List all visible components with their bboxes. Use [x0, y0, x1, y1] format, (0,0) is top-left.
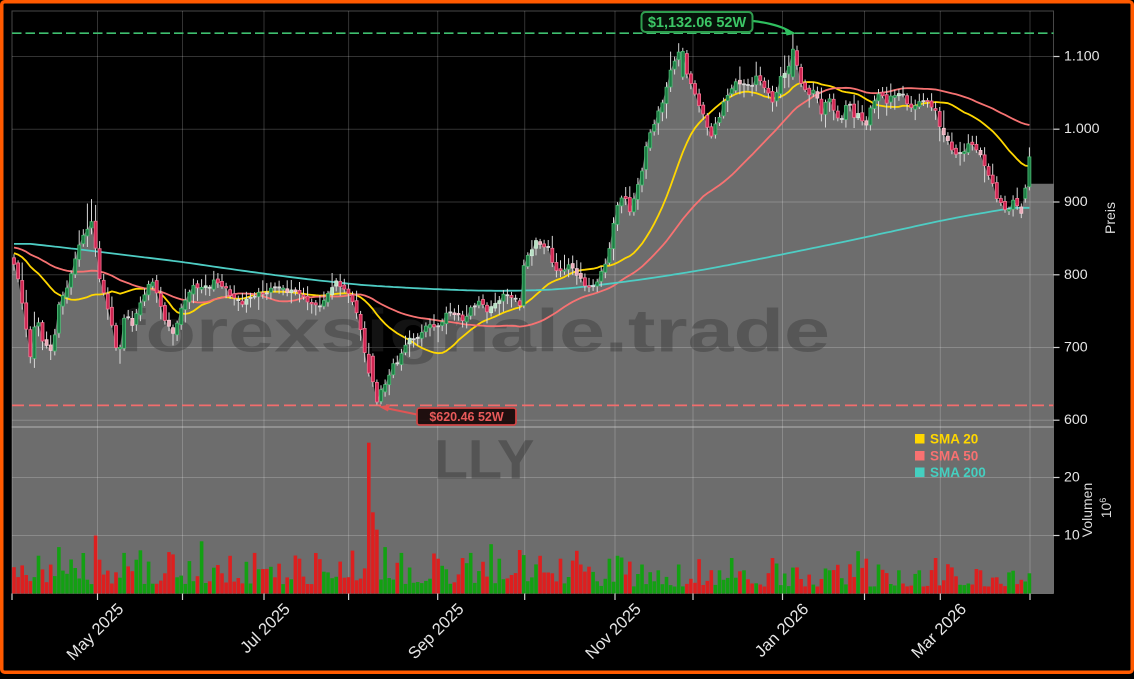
- svg-text:600: 600: [1064, 412, 1088, 428]
- svg-text:800: 800: [1064, 267, 1088, 283]
- svg-text:$620.46 52W: $620.46 52W: [429, 410, 504, 424]
- svg-text:106: 106: [1098, 498, 1114, 519]
- svg-text:SMA 20: SMA 20: [930, 432, 978, 447]
- svg-text:forexsignale.trade: forexsignale.trade: [118, 298, 830, 365]
- svg-text:900: 900: [1064, 194, 1088, 210]
- svg-text:1.100: 1.100: [1064, 49, 1100, 65]
- svg-text:20: 20: [1064, 470, 1080, 486]
- svg-text:$1,132.06 52W: $1,132.06 52W: [648, 15, 747, 31]
- svg-text:SMA 50: SMA 50: [930, 449, 978, 464]
- svg-text:700: 700: [1064, 340, 1088, 356]
- svg-text:SMA 200: SMA 200: [930, 465, 986, 480]
- svg-text:1.000: 1.000: [1064, 121, 1100, 137]
- svg-text:Volumen: Volumen: [1079, 483, 1095, 537]
- svg-text:Preis: Preis: [1102, 202, 1118, 234]
- svg-text:10: 10: [1064, 528, 1080, 544]
- svg-text:LLY: LLY: [434, 428, 535, 491]
